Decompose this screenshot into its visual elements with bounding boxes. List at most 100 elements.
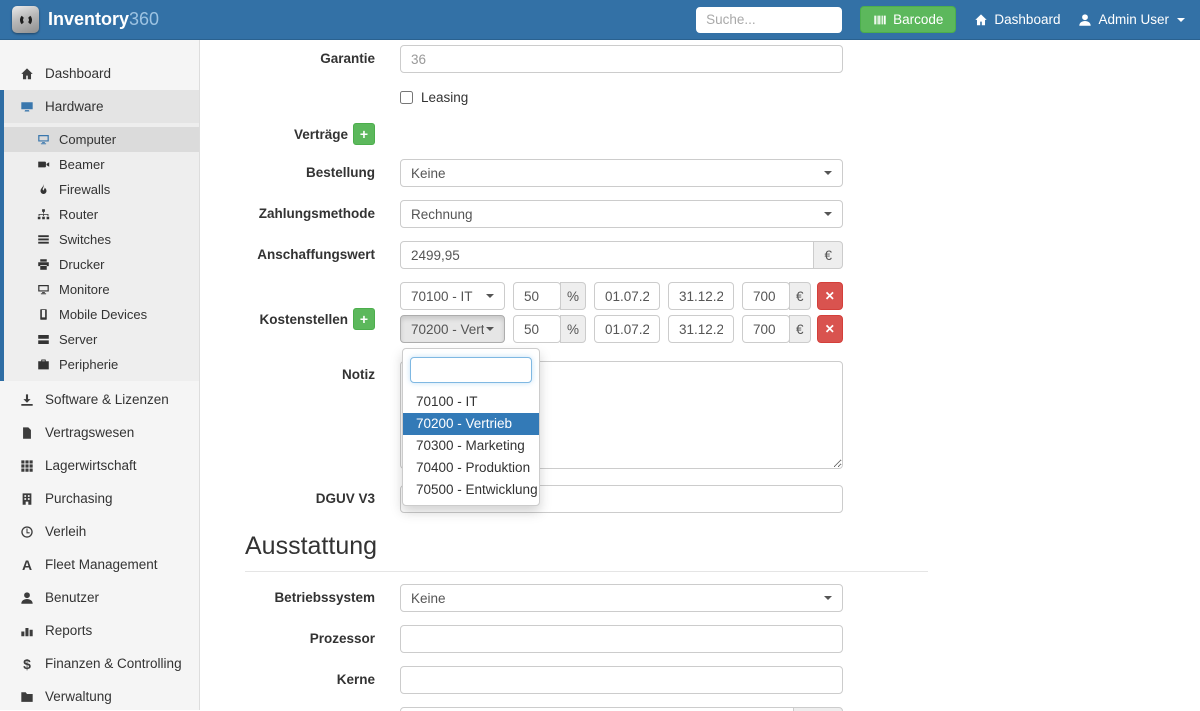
anschaffungswert-input[interactable] bbox=[400, 241, 815, 269]
dguv-input[interactable] bbox=[400, 485, 843, 513]
leasing-checkbox-wrap[interactable]: Leasing bbox=[400, 86, 843, 105]
add-kostenstelle-button[interactable]: + bbox=[353, 308, 375, 330]
mhz-addon: MHz bbox=[793, 707, 843, 711]
date-from-input[interactable] bbox=[594, 315, 661, 343]
barcode-icon bbox=[873, 13, 887, 27]
dropdown-option[interactable]: 70400 - Produktion bbox=[416, 460, 531, 475]
kostenstelle-select-1[interactable]: 70100 - IT bbox=[400, 282, 505, 310]
dropdown-option[interactable]: 70100 - IT bbox=[416, 394, 478, 409]
remove-kostenstelle-button[interactable]: ✕ bbox=[816, 315, 843, 343]
percent-input[interactable] bbox=[513, 282, 561, 310]
dropdown-option-selected[interactable]: 70200 - Vertrieb bbox=[403, 413, 539, 435]
garantie-input[interactable] bbox=[400, 45, 843, 73]
betriebssystem-row: Betriebssystem Keine bbox=[245, 584, 1155, 612]
sidebar-item-peripherie[interactable]: Peripherie bbox=[4, 352, 199, 377]
date-to-input[interactable] bbox=[668, 315, 735, 343]
top-navbar: Inventory360 Barcode Dashboard Admin Use… bbox=[0, 0, 1200, 40]
brand-title: Inventory360 bbox=[48, 9, 159, 30]
sidebar-item-lagerwirtschaft[interactable]: Lagerwirtschaft bbox=[0, 449, 199, 482]
remove-kostenstelle-button[interactable]: ✕ bbox=[816, 282, 843, 310]
sidebar-item-mobile-devices[interactable]: Mobile Devices bbox=[4, 302, 199, 327]
kostenstellen-label: Kostenstellen bbox=[259, 311, 348, 327]
sidebar-hardware-group: Hardware Computer Beamer Firewalls Rout bbox=[0, 90, 199, 381]
garantie-label: Garantie bbox=[320, 51, 375, 66]
percent-input[interactable] bbox=[513, 315, 561, 343]
dropdown-search-input[interactable] bbox=[410, 357, 532, 383]
sidebar-item-drucker[interactable]: Drucker bbox=[4, 252, 199, 277]
barcode-button[interactable]: Barcode bbox=[860, 6, 957, 33]
sidebar-item-label: Mobile Devices bbox=[59, 307, 148, 322]
user-menu-button[interactable]: Admin User bbox=[1078, 12, 1185, 27]
sidebar-item-server[interactable]: Server bbox=[4, 327, 199, 352]
search-input[interactable] bbox=[696, 6, 843, 33]
sidebar-item-purchasing[interactable]: Purchasing bbox=[0, 482, 199, 515]
sidebar-item-label: Lagerwirtschaft bbox=[45, 458, 137, 473]
kostenstelle-selected-value: 70200 - Vertrie bbox=[411, 321, 484, 337]
prozessor-input[interactable] bbox=[400, 625, 843, 653]
sidebar-item-verwaltung[interactable]: Verwaltung bbox=[0, 680, 199, 710]
zahlungsmethode-label: Zahlungsmethode bbox=[258, 206, 375, 221]
sidebar-item-firewalls[interactable]: Firewalls bbox=[4, 177, 199, 202]
nav-dashboard-link[interactable]: Dashboard bbox=[974, 12, 1060, 27]
sidebar-item-verleih[interactable]: Verleih bbox=[0, 515, 199, 548]
amount-input[interactable] bbox=[742, 315, 791, 343]
anschaffungswert-label: Anschaffungswert bbox=[257, 247, 375, 262]
home-icon bbox=[20, 67, 34, 81]
sidebar-item-monitore[interactable]: Monitore bbox=[4, 277, 199, 302]
taktfrequenz-input[interactable] bbox=[400, 707, 795, 711]
sidebar-item-fleet-management[interactable]: A Fleet Management bbox=[0, 548, 199, 581]
car-icon: A bbox=[21, 556, 33, 573]
monitor-icon bbox=[37, 283, 50, 296]
sidebar-item-vertragswesen[interactable]: Vertragswesen bbox=[0, 416, 199, 449]
sidebar-item-router[interactable]: Router bbox=[4, 202, 199, 227]
betriebssystem-selected-value: Keine bbox=[411, 590, 446, 606]
kostenstellen-row: Kostenstellen + 70100 - IT % bbox=[245, 282, 1155, 506]
sidebar-item-label: Switches bbox=[59, 232, 112, 247]
sidebar: Dashboard Hardware Computer Beamer Firew… bbox=[0, 40, 200, 710]
caret-down-icon bbox=[1177, 17, 1185, 22]
currency-addon: € bbox=[789, 315, 811, 343]
sidebar-item-computer[interactable]: Computer bbox=[4, 127, 199, 152]
user-menu-label: Admin User bbox=[1098, 12, 1169, 27]
vertraege-row: Verträge + bbox=[245, 123, 1155, 145]
sidebar-item-benutzer[interactable]: Benutzer bbox=[0, 581, 199, 614]
sidebar-hardware-submenu: Computer Beamer Firewalls Router Switche… bbox=[4, 123, 199, 381]
leasing-row: Leasing bbox=[245, 86, 1155, 105]
kostenstelle-select-2[interactable]: 70200 - Vertrie bbox=[400, 315, 505, 343]
taktfrequenz-label: Taktfrequenz bbox=[245, 707, 375, 711]
betriebssystem-select[interactable]: Keine bbox=[400, 584, 843, 612]
bestellung-select[interactable]: Keine bbox=[400, 159, 843, 187]
sidebar-item-label: Monitore bbox=[59, 282, 110, 297]
brand[interactable]: Inventory360 bbox=[12, 6, 159, 33]
main-form-area: Garantie Leasing Verträge + Bestellung bbox=[200, 40, 1200, 711]
kostenstelle-dropdown: 70100 - IT 70200 - Vertrieb 70300 - Mark… bbox=[402, 348, 540, 506]
add-vertrag-button[interactable]: + bbox=[353, 123, 375, 145]
list-icon bbox=[37, 233, 50, 246]
building-icon bbox=[20, 492, 34, 506]
dropdown-option[interactable]: 70300 - Marketing bbox=[416, 438, 525, 453]
sidebar-item-finanzen-controlling[interactable]: $ Finanzen & Controlling bbox=[0, 647, 199, 680]
sidebar-item-switches[interactable]: Switches bbox=[4, 227, 199, 252]
desktop-icon bbox=[20, 100, 34, 114]
leasing-checkbox[interactable] bbox=[400, 91, 413, 104]
monitor-icon bbox=[37, 133, 50, 146]
date-to-input[interactable] bbox=[668, 282, 735, 310]
sidebar-item-dashboard[interactable]: Dashboard bbox=[0, 57, 199, 90]
sidebar-item-hardware[interactable]: Hardware bbox=[4, 90, 199, 123]
kerne-input[interactable] bbox=[400, 666, 843, 694]
sidebar-item-reports[interactable]: Reports bbox=[0, 614, 199, 647]
sidebar-item-beamer[interactable]: Beamer bbox=[4, 152, 199, 177]
sidebar-item-label: Server bbox=[59, 332, 98, 347]
zahlungsmethode-select[interactable]: Rechnung bbox=[400, 200, 843, 228]
suitcase-icon bbox=[37, 358, 50, 371]
notiz-row: Notiz bbox=[245, 361, 1155, 472]
kerne-label: Kerne bbox=[336, 672, 375, 687]
barcode-button-label: Barcode bbox=[893, 12, 944, 27]
grid-icon bbox=[20, 459, 34, 473]
dropdown-option[interactable]: 70500 - Entwicklung bbox=[416, 482, 538, 497]
sidebar-item-label: Finanzen & Controlling bbox=[45, 656, 182, 671]
sidebar-item-label: Software & Lizenzen bbox=[45, 392, 169, 407]
amount-input[interactable] bbox=[742, 282, 791, 310]
sidebar-item-software-lizenzen[interactable]: Software & Lizenzen bbox=[0, 383, 199, 416]
date-from-input[interactable] bbox=[594, 282, 661, 310]
